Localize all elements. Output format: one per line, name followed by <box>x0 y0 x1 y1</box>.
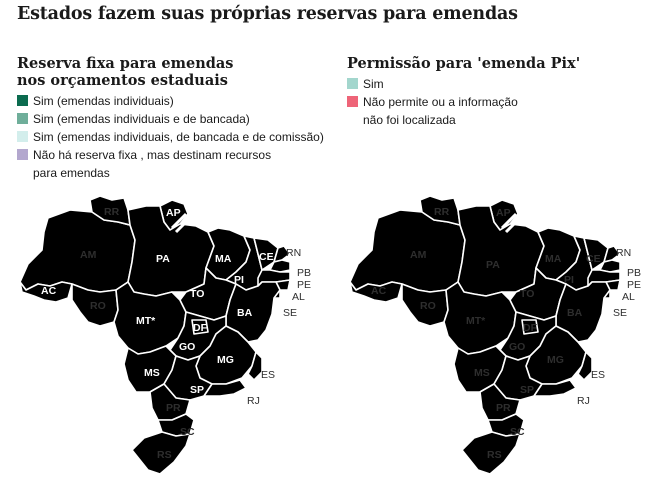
legend-label: Sim (emendas individuais, de bancada e d… <box>33 130 324 144</box>
label-SE: SE <box>613 307 627 319</box>
legend-label-multiline: Não há reserva fixa , mas destinam recur… <box>33 146 271 182</box>
label-SP: SP <box>190 384 204 396</box>
label-PA: PA <box>156 253 170 265</box>
label-RJ: RJ <box>247 395 260 407</box>
label-GO: GO <box>509 341 525 353</box>
legend-item-individual-bancada: Sim (emendas individuais e de bancada) <box>17 110 324 128</box>
label-RO: RO <box>90 300 106 312</box>
legend-item-individual: Sim (emendas individuais) <box>17 92 324 110</box>
legend-label: Sim (emendas individuais) <box>33 94 174 108</box>
legend-item-pix-yes: Sim <box>347 75 518 93</box>
legend-label-line1: Não permite ou a informação <box>363 95 518 109</box>
label-RO: RO <box>420 300 436 312</box>
label-RJ: RJ <box>577 395 590 407</box>
label-BA: BA <box>567 307 583 319</box>
legend-swatch-pix-no <box>347 96 358 107</box>
label-PA: PA <box>486 259 500 271</box>
label-PR: PR <box>166 402 181 414</box>
label-RR: RR <box>104 206 120 218</box>
label-MS: MS <box>474 367 490 379</box>
label-GO: GO <box>179 341 195 353</box>
label-PE: PE <box>627 279 641 291</box>
label-CE: CE <box>586 253 601 265</box>
legend-label-multiline: Não permite ou a informação não foi loca… <box>363 93 518 129</box>
label-AL: AL <box>622 291 635 303</box>
label-MT: MT* <box>466 315 486 327</box>
label-AM: AM <box>80 249 97 261</box>
label-TO: TO <box>520 288 534 300</box>
label-AL: AL <box>292 291 305 303</box>
legend-label: Sim (emendas individuais e de bancada) <box>33 112 250 126</box>
label-PB: PB <box>297 267 311 279</box>
legend-label-line2: para emendas <box>33 166 110 180</box>
legend-item-individual-bancada-comissao: Sim (emendas individuais, de bancada e d… <box>17 128 324 146</box>
label-ES: ES <box>261 369 275 381</box>
label-AC: AC <box>371 285 387 297</box>
label-BA: BA <box>237 307 253 319</box>
label-PB: PB <box>627 267 641 279</box>
legend-swatch-light-teal <box>17 131 28 142</box>
label-AP: AP <box>496 207 511 219</box>
page-title: Estados fazem suas próprias reservas par… <box>17 4 518 24</box>
left-map: .L .s-AM,.L .s-RR,.L .s-AP2{fill:#6fae9a… <box>18 194 311 476</box>
label-MS: MS <box>144 367 160 379</box>
label-TO: TO <box>190 288 204 300</box>
label-AM: AM <box>410 249 427 261</box>
label-RS: RS <box>157 449 172 461</box>
label-SC: SC <box>510 426 525 438</box>
label-DF: DF <box>523 322 538 334</box>
legend-swatch-dark-green <box>17 95 28 106</box>
label-RR: RR <box>434 206 450 218</box>
label-AP: AP <box>166 207 181 219</box>
legend-item-no-fixed-reserve: Não há reserva fixa , mas destinam recur… <box>17 146 324 182</box>
label-ES: ES <box>591 369 605 381</box>
legend-label-line1: Não há reserva fixa , mas destinam recur… <box>33 148 272 162</box>
label-RS: RS <box>487 449 502 461</box>
label-RN: RN <box>286 247 301 259</box>
legend-swatch-mid-green <box>17 113 28 124</box>
label-SE: SE <box>283 307 297 319</box>
label-PR: PR <box>496 402 511 414</box>
right-map: .R path.st{fill:#a3d6cd} .R .s-PA,.R .s-… <box>348 194 641 476</box>
right-panel-title: Permissão para 'emenda Pix' <box>347 55 581 72</box>
label-DF: DF <box>193 322 208 334</box>
label-MA: MA <box>545 253 562 265</box>
left-panel-title-line2: nos orçamentos estaduais <box>17 72 228 89</box>
legend-label: Sim <box>363 77 384 91</box>
label-RN: RN <box>616 247 631 259</box>
label-SC: SC <box>180 426 195 438</box>
label-MT: MT* <box>136 315 156 327</box>
label-MA: MA <box>215 253 232 265</box>
legend-swatch-purple <box>17 149 28 160</box>
label-SP: SP <box>520 384 534 396</box>
legend-item-pix-no: Não permite ou a informação não foi loca… <box>347 93 518 129</box>
legend-swatch-pix-yes <box>347 78 358 89</box>
left-panel-title-line1: Reserva fixa para emendas <box>17 55 234 72</box>
label-AC: AC <box>41 285 57 297</box>
label-MG: MG <box>217 354 234 366</box>
label-PE: PE <box>297 279 311 291</box>
right-legend: Sim Não permite ou a informação não foi … <box>347 75 518 129</box>
left-panel-title: Reserva fixa para emendas nos orçamentos… <box>17 55 233 89</box>
label-MG: MG <box>547 354 564 366</box>
label-PI: PI <box>564 274 574 286</box>
legend-label-line2: não foi localizada <box>363 113 456 127</box>
left-legend: Sim (emendas individuais) Sim (emendas i… <box>17 92 324 182</box>
label-PI: PI <box>234 274 244 286</box>
label-CE: CE <box>259 251 274 263</box>
